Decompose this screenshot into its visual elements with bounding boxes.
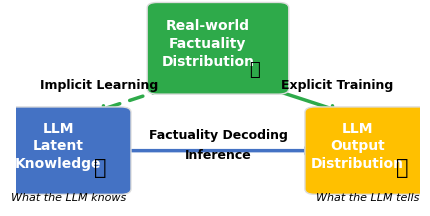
Text: Inference: Inference	[184, 149, 252, 162]
Text: 🌍: 🌍	[249, 61, 260, 79]
Text: Real-world
Factuality
Distribution: Real-world Factuality Distribution	[161, 19, 255, 69]
Text: What the LLM knows: What the LLM knows	[11, 193, 126, 203]
Text: What the LLM tells: What the LLM tells	[316, 193, 419, 203]
Text: LLM
Latent
Knowledge: LLM Latent Knowledge	[15, 122, 101, 171]
Text: Implicit Learning: Implicit Learning	[40, 79, 158, 92]
FancyBboxPatch shape	[305, 107, 430, 194]
Text: LLM
Output
Distribution: LLM Output Distribution	[311, 122, 404, 171]
Text: 🤖: 🤖	[396, 158, 408, 178]
FancyBboxPatch shape	[6, 107, 131, 194]
Text: Factuality Decoding: Factuality Decoding	[148, 129, 287, 142]
FancyBboxPatch shape	[147, 2, 289, 94]
Text: 🧠: 🧠	[95, 158, 107, 178]
Text: Explicit Training: Explicit Training	[281, 79, 393, 92]
